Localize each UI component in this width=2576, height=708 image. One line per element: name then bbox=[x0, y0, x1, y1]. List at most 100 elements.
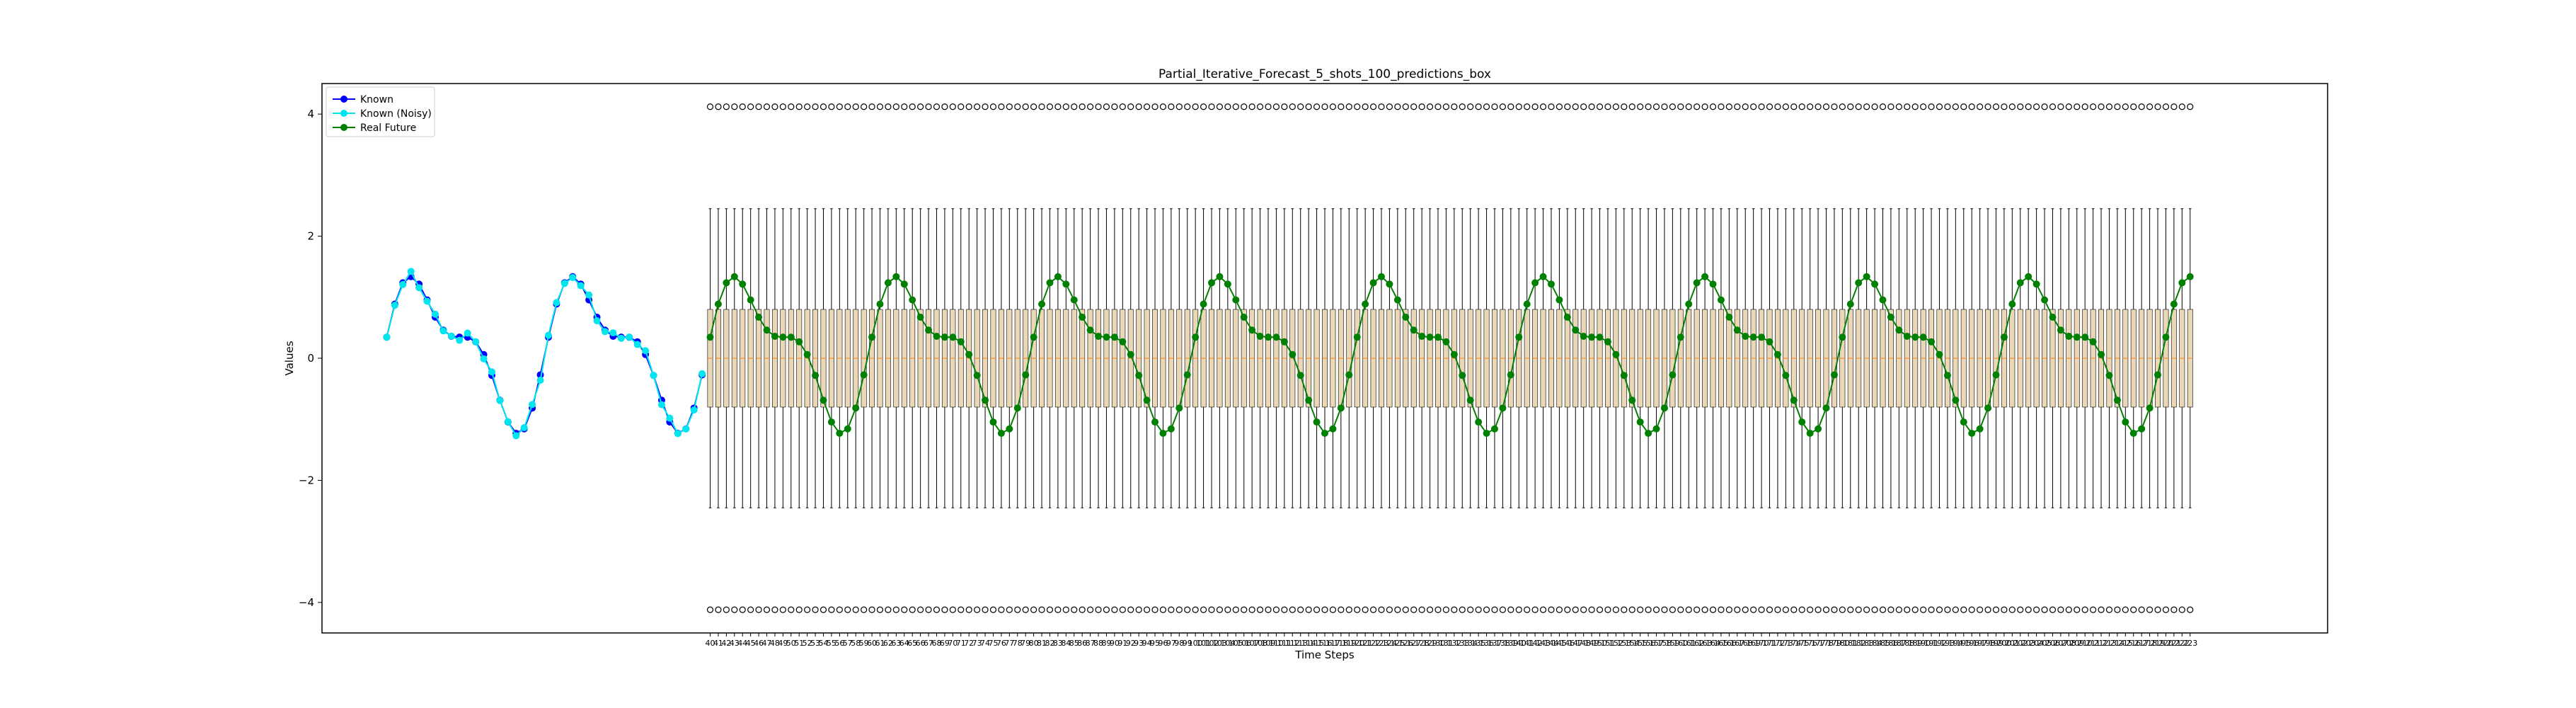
boxplot-outlier-low bbox=[1774, 606, 1781, 613]
prediction-boxplot bbox=[1442, 103, 1450, 613]
prediction-boxplot bbox=[1248, 103, 1255, 613]
x-tick-label: 103 bbox=[1212, 639, 1227, 648]
boxplot-outlier-high bbox=[1329, 103, 1337, 110]
boxplot-outlier-high bbox=[1014, 103, 1021, 110]
x-tick-label: 188 bbox=[1899, 639, 1914, 648]
x-tick-label: 213 bbox=[2102, 639, 2117, 648]
real-future-point bbox=[957, 338, 965, 346]
x-tick-label: 165 bbox=[1713, 639, 1728, 648]
prediction-boxplot bbox=[1127, 103, 1134, 613]
boxplot-outlier-low bbox=[949, 606, 956, 613]
known-noisy-point bbox=[415, 284, 423, 292]
real-future-point bbox=[1846, 300, 1854, 308]
boxplot-outlier-low bbox=[1904, 606, 1911, 613]
prediction-boxplot bbox=[836, 103, 843, 613]
x-tick-label: 140 bbox=[1512, 639, 1526, 648]
boxplot-outlier-low bbox=[1224, 606, 1231, 613]
real-future-point bbox=[827, 418, 835, 426]
real-future-point bbox=[2154, 371, 2162, 379]
known-noisy-point bbox=[496, 396, 504, 404]
boxplot-outlier-low bbox=[1054, 606, 1062, 613]
boxplot-outlier-low bbox=[1588, 606, 1595, 613]
x-tick-label: 189 bbox=[1908, 639, 1923, 648]
boxplot-outlier-high bbox=[1758, 103, 1765, 110]
prediction-boxplot bbox=[2105, 103, 2113, 613]
boxplot-outlier-high bbox=[1467, 103, 1474, 110]
boxplot-outlier-high bbox=[2138, 103, 2145, 110]
boxplot-outlier-high bbox=[1952, 103, 1959, 110]
boxplot-outlier-high bbox=[844, 103, 851, 110]
boxplot-outlier-low bbox=[1265, 606, 1272, 613]
x-tick-label: 158 bbox=[1657, 639, 1672, 648]
x-tick-label: 143 bbox=[1536, 639, 1551, 648]
prediction-boxplot bbox=[2049, 103, 2057, 613]
boxplot-outlier-high bbox=[1111, 103, 1118, 110]
boxplot-outlier-high bbox=[1548, 103, 1555, 110]
x-tick-label: 163 bbox=[1698, 639, 1713, 648]
prediction-boxplot bbox=[901, 103, 908, 613]
boxplot-outlier-high bbox=[1305, 103, 1312, 110]
prediction-boxplot bbox=[1272, 103, 1280, 613]
boxplot-outlier-low bbox=[1984, 606, 1991, 613]
boxplot-outlier-high bbox=[974, 103, 981, 110]
x-tick-label: 110 bbox=[1269, 639, 1284, 648]
prediction-boxplot bbox=[1362, 103, 1369, 613]
x-tick-label: 107 bbox=[1245, 639, 1260, 648]
prediction-boxplot bbox=[1135, 103, 1142, 613]
real-future-point bbox=[1572, 326, 1580, 334]
x-tick-label: 114 bbox=[1301, 639, 1316, 648]
real-future-point bbox=[1928, 338, 1936, 346]
boxplot-outlier-high bbox=[1847, 103, 1854, 110]
boxplot-outlier-low bbox=[2008, 606, 2016, 613]
boxplot-outlier-high bbox=[739, 103, 746, 110]
boxplot-outlier-high bbox=[1531, 103, 1539, 110]
prediction-boxplot bbox=[1426, 103, 1434, 613]
boxplot-outlier-high bbox=[949, 103, 956, 110]
boxplot-outlier-low bbox=[2162, 606, 2170, 613]
prediction-boxplot bbox=[1694, 103, 1701, 613]
prediction-boxplot bbox=[1491, 103, 1498, 613]
y-axis: −4 −2 0 2 4 bbox=[299, 108, 322, 609]
boxplot-outlier-low bbox=[1596, 606, 1604, 613]
prediction-boxplot bbox=[1281, 103, 1288, 613]
x-tick-label: 207 bbox=[2053, 639, 2068, 648]
prediction-boxplot bbox=[1030, 103, 1037, 613]
prediction-boxplot bbox=[974, 103, 981, 613]
real-future-point bbox=[916, 313, 924, 321]
prediction-boxplot bbox=[1265, 103, 1272, 613]
boxplot-outlier-high bbox=[1483, 103, 1490, 110]
boxplot-outlier-high bbox=[1127, 103, 1134, 110]
boxplot-outlier-high bbox=[1175, 103, 1183, 110]
boxplot-outlier-low bbox=[1402, 606, 1409, 613]
real-future-point bbox=[949, 333, 957, 341]
boxplot-outlier-high bbox=[747, 103, 754, 110]
real-future-point bbox=[1588, 333, 1596, 341]
boxplot-outlier-low bbox=[1807, 606, 1814, 613]
x-tick-label: 191 bbox=[1924, 639, 1939, 648]
boxplot-outlier-high bbox=[1062, 103, 1069, 110]
real-future-point bbox=[1345, 371, 1353, 379]
boxplot-outlier-low bbox=[989, 606, 997, 613]
boxplot-outlier-low bbox=[1831, 606, 1838, 613]
boxplot-outlier-high bbox=[1822, 103, 1830, 110]
boxplot-outlier-high bbox=[2178, 103, 2185, 110]
x-tick-label: 220 bbox=[2158, 639, 2173, 648]
prediction-boxplot bbox=[1588, 103, 1595, 613]
boxplot-outlier-low bbox=[2146, 606, 2154, 613]
boxplot-outlier-low bbox=[779, 606, 786, 613]
real-future-point bbox=[1677, 333, 1684, 341]
boxplot-outlier-high bbox=[1248, 103, 1255, 110]
x-tick-label: 76 bbox=[996, 639, 1006, 648]
boxplot-outlier-low bbox=[1208, 606, 1215, 613]
boxplot-outlier-high bbox=[1499, 103, 1507, 110]
boxplot-outlier-low bbox=[2017, 606, 2024, 613]
real-future-point bbox=[973, 372, 981, 379]
x-tick-label: 124 bbox=[1382, 639, 1397, 648]
prediction-boxplot bbox=[1524, 103, 1531, 613]
prediction-boxplot bbox=[1087, 103, 1094, 613]
prediction-boxplot bbox=[2041, 103, 2048, 613]
x-tick-label: 134 bbox=[1463, 639, 1478, 648]
real-future-point bbox=[1265, 333, 1272, 341]
boxplot-outlier-high bbox=[1807, 103, 1814, 110]
boxplot-outlier-high bbox=[1135, 103, 1142, 110]
